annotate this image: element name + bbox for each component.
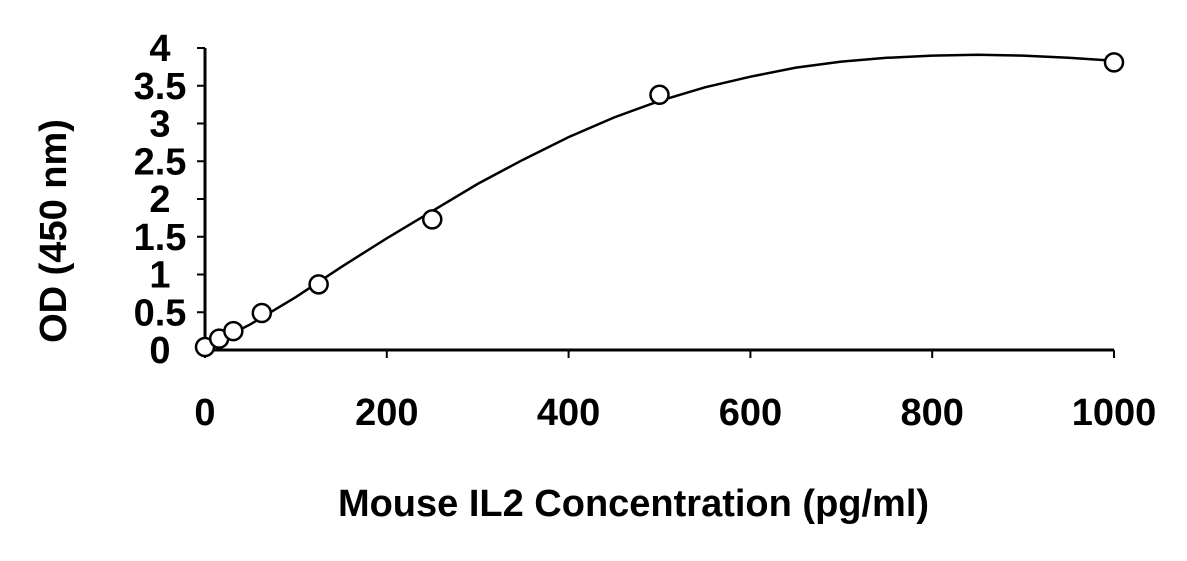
y-tick-label: 4 bbox=[149, 28, 170, 70]
y-tick-label: 0.5 bbox=[134, 292, 187, 334]
data-point bbox=[308, 274, 329, 295]
x-axis-ticks: 0 200 400 600 800 1000 bbox=[194, 350, 1156, 434]
x-tick-label: 400 bbox=[537, 392, 600, 434]
data-point bbox=[422, 209, 443, 230]
x-tick-label: 1000 bbox=[1072, 392, 1157, 434]
y-axis-title: OD (450 nm) bbox=[33, 119, 75, 343]
x-axis-title: Mouse IL2 Concentration (pg/ml) bbox=[338, 483, 929, 525]
x-tick-label: 800 bbox=[900, 392, 963, 434]
x-tick-label: 600 bbox=[719, 392, 782, 434]
y-tick-label: 1.5 bbox=[134, 217, 187, 259]
y-axis-ticks: 00.511.522.533.54 bbox=[134, 28, 205, 372]
y-tick-label: 2.5 bbox=[134, 141, 187, 183]
y-tick-label: 1 bbox=[149, 255, 170, 297]
data-points bbox=[194, 52, 1125, 358]
y-tick-label: 0 bbox=[149, 330, 170, 372]
y-tick-label: 3 bbox=[149, 104, 170, 146]
data-point bbox=[223, 320, 244, 342]
x-tick-label: 0 bbox=[194, 392, 215, 434]
x-tick-label: 200 bbox=[355, 392, 418, 434]
data-point bbox=[251, 302, 273, 324]
y-tick-label: 3.5 bbox=[134, 66, 187, 108]
y-tick-label: 2 bbox=[149, 179, 170, 221]
data-point bbox=[649, 84, 670, 106]
data-point bbox=[1103, 52, 1125, 73]
